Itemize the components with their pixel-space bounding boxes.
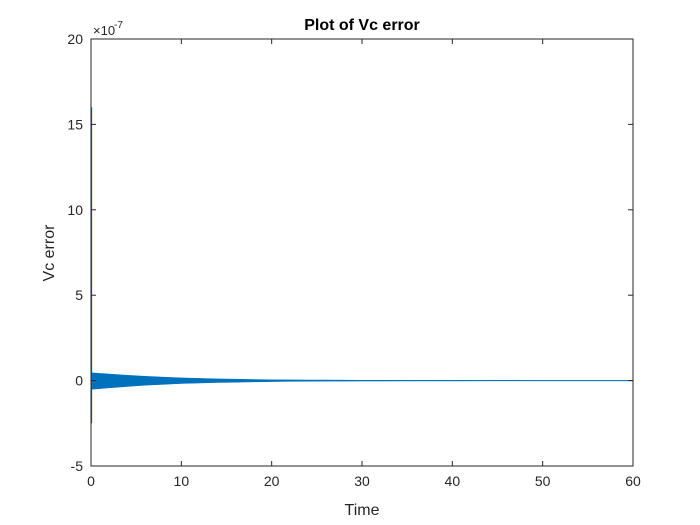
y-tick-label: 20	[67, 31, 83, 47]
y-axis-label: Vc error	[41, 224, 58, 282]
y-tick-label: 5	[75, 287, 83, 303]
x-tick-label: 20	[264, 473, 280, 489]
y-tick-label: 15	[67, 116, 83, 132]
plot-area	[91, 39, 633, 466]
chart-title: Plot of Vc error	[304, 17, 420, 34]
x-axis-label: Time	[345, 502, 380, 519]
x-tick-label: 0	[87, 473, 95, 489]
y-tick-label: 0	[75, 373, 83, 389]
y-scale-factor: ×10	[93, 23, 115, 38]
y-scale-exponent: -7	[114, 20, 123, 31]
y-tick-label: 10	[67, 202, 83, 218]
x-tick-label: 30	[354, 473, 370, 489]
x-tick-label: 50	[535, 473, 551, 489]
x-tick-label: 10	[174, 473, 190, 489]
y-tick-label: -5	[71, 458, 84, 474]
x-tick-label: 60	[625, 473, 641, 489]
x-tick-label: 40	[445, 473, 461, 489]
